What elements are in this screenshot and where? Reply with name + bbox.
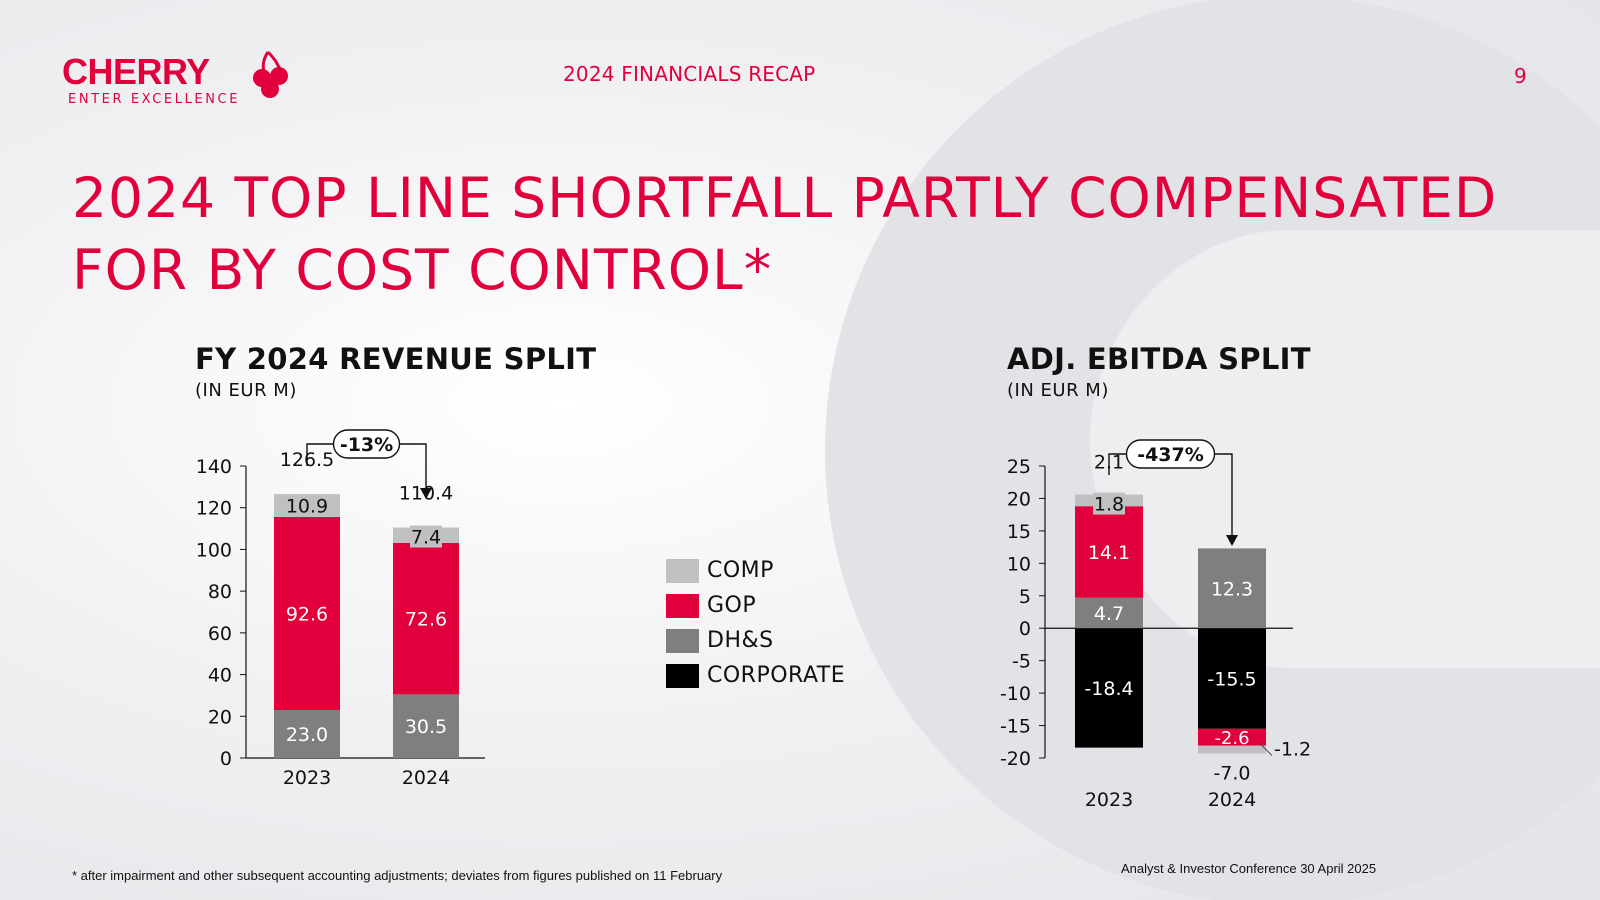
legend-swatch-corporate	[666, 663, 699, 688]
legend-label: GOP	[707, 593, 757, 618]
legend-label: CORPORATE	[707, 663, 846, 688]
legend: COMP GOP DH&S CORPORATE	[666, 553, 845, 693]
page-number: 9	[1514, 64, 1527, 88]
legend-item-gop: GOP	[666, 588, 845, 623]
footnote: * after impairment and other subsequent …	[72, 868, 723, 883]
legend-swatch-gop	[666, 593, 699, 618]
legend-item-dhs: DH&S	[666, 623, 845, 658]
section-title: 2024 FINANCIALS RECAP	[563, 62, 816, 86]
legend-label: COMP	[707, 558, 774, 583]
ebitda-chart-subtitle: (IN EUR M)	[1007, 380, 1109, 401]
legend-item-corporate: CORPORATE	[666, 658, 845, 693]
legend-item-comp: COMP	[666, 553, 845, 588]
legend-swatch-dhs	[666, 628, 699, 653]
logo-wordmark: CHERRY	[62, 51, 210, 92]
page-title: 2024 TOP LINE SHORTFALL PARTLY COMPENSAT…	[72, 166, 1498, 302]
cherry-icon	[253, 50, 288, 98]
revenue-chart-title: FY 2024 REVENUE SPLIT	[195, 342, 597, 376]
logo-tagline: ENTER EXCELLENCE	[68, 92, 241, 107]
revenue-chart-subtitle: (IN EUR M)	[195, 380, 297, 401]
legend-label: DH&S	[707, 628, 774, 653]
legend-swatch-comp	[666, 558, 699, 583]
conference-label: Analyst & Investor Conference 30 April 2…	[1121, 861, 1377, 876]
ebitda-chart-title: ADJ. EBITDA SPLIT	[1007, 342, 1311, 376]
